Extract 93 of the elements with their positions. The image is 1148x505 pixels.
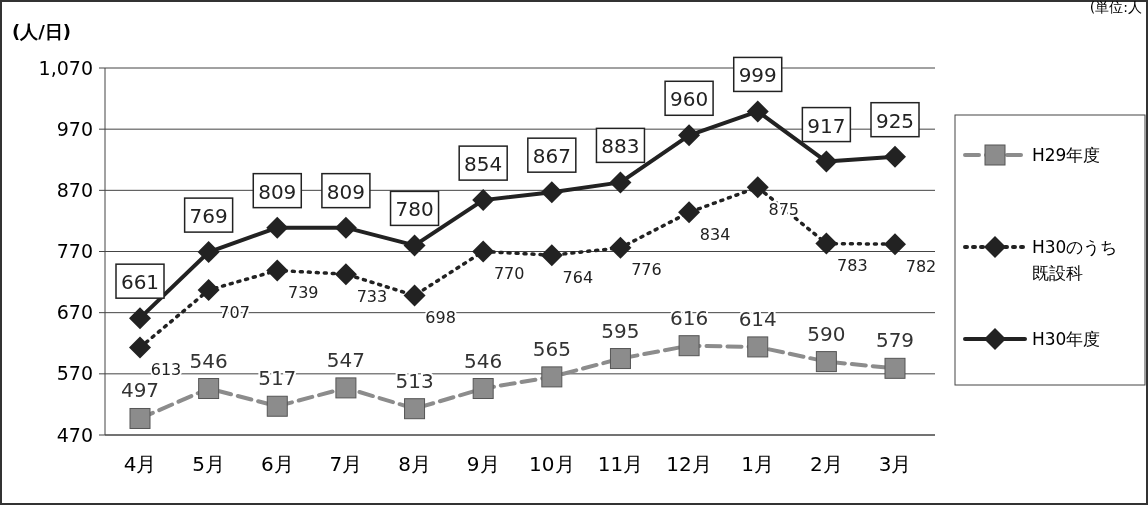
x-tick-label: 6月 (260, 452, 294, 476)
point (266, 395, 288, 417)
point (197, 241, 220, 264)
x-tick-label: 9月 (466, 452, 500, 476)
data-label: 546 (464, 348, 503, 373)
point (815, 150, 838, 173)
data-label: 595 (601, 318, 640, 343)
point (540, 244, 563, 267)
point (129, 307, 151, 330)
point (815, 351, 837, 373)
data-label: 513 (395, 368, 434, 393)
data-label: 770 (493, 264, 525, 284)
text: (単位:人 (1089, 0, 1142, 15)
data-label: 834 (699, 224, 731, 244)
data-label: 867 (532, 144, 571, 169)
data-label: 883 (601, 134, 640, 159)
point (609, 236, 632, 259)
point (746, 100, 769, 123)
legend-label: H29年度 (1032, 145, 1101, 165)
point (472, 240, 495, 263)
point (884, 145, 906, 168)
y-tick-label: 870 (56, 178, 93, 201)
point (129, 407, 151, 429)
y-tick-label: 570 (56, 362, 93, 385)
point (266, 216, 289, 239)
data-label: 999 (738, 63, 777, 88)
point (197, 279, 220, 302)
data-label: 764 (562, 267, 594, 287)
data-label: 733 (356, 286, 388, 306)
x-tick-label: 8月 (398, 452, 431, 476)
data-label: 917 (807, 113, 846, 138)
y-tick-label: 1,070 (38, 56, 93, 79)
x-tick-label: 2月 (810, 452, 843, 476)
point (129, 336, 151, 359)
x-tick-label: 7月 (329, 452, 363, 476)
point (746, 176, 769, 199)
point (540, 181, 563, 204)
data-label: 960 (670, 87, 709, 112)
point (884, 357, 906, 379)
point (334, 216, 357, 239)
point (334, 263, 357, 286)
point (884, 233, 906, 256)
x-tick-label: 11月 (597, 452, 644, 476)
data-label: 590 (807, 321, 846, 346)
x-tick-label: 4月 (123, 452, 157, 476)
x-tick-label: 10月 (529, 452, 575, 476)
x-tick-label: 5月 (192, 452, 225, 476)
data-label: 547 (326, 347, 365, 372)
x-tick-label: 3月 (878, 452, 912, 476)
point (815, 232, 838, 255)
point (747, 336, 769, 358)
data-label: 497 (120, 378, 160, 403)
data-label: 782 (905, 256, 937, 276)
data-label: 614 (738, 306, 777, 331)
point (404, 398, 426, 420)
x-tick-label: 12月 (666, 452, 712, 476)
point (403, 284, 426, 307)
data-label: 783 (837, 256, 868, 276)
data-label: 739 (288, 283, 319, 303)
y-tick-label: 770 (56, 240, 93, 263)
point (678, 335, 700, 357)
y-tick-label: 470 (56, 423, 93, 446)
point (541, 366, 563, 388)
legend-label: H30のうち既設科 (1032, 237, 1118, 283)
data-label: 769 (189, 204, 228, 229)
y-axis-title: (人/日) (12, 21, 72, 42)
data-label: 809 (326, 179, 365, 204)
point (678, 201, 701, 224)
data-label: 698 (425, 308, 456, 328)
data-label: 517 (258, 366, 297, 391)
point (198, 378, 220, 400)
point (403, 234, 426, 257)
data-label: 776 (631, 260, 662, 280)
point (266, 259, 289, 282)
point (609, 348, 631, 370)
data-label: 616 (670, 305, 709, 330)
data-label: 546 (189, 348, 228, 373)
data-label: 579 (875, 328, 915, 353)
data-label: 809 (258, 179, 297, 204)
point (609, 171, 632, 194)
data-label: 854 (464, 152, 503, 177)
data-label: 780 (395, 197, 434, 222)
y-tick-label: 970 (56, 117, 93, 140)
y-tick-label: 670 (56, 301, 93, 324)
x-tick-label: 1月 (741, 452, 775, 476)
point (472, 189, 495, 212)
legend-label: H30年度 (1032, 329, 1101, 349)
point (335, 377, 357, 399)
point (678, 124, 701, 147)
data-label: 661 (120, 270, 160, 295)
data-label: 925 (875, 108, 915, 133)
data-label: 565 (532, 336, 571, 361)
point (472, 378, 494, 400)
